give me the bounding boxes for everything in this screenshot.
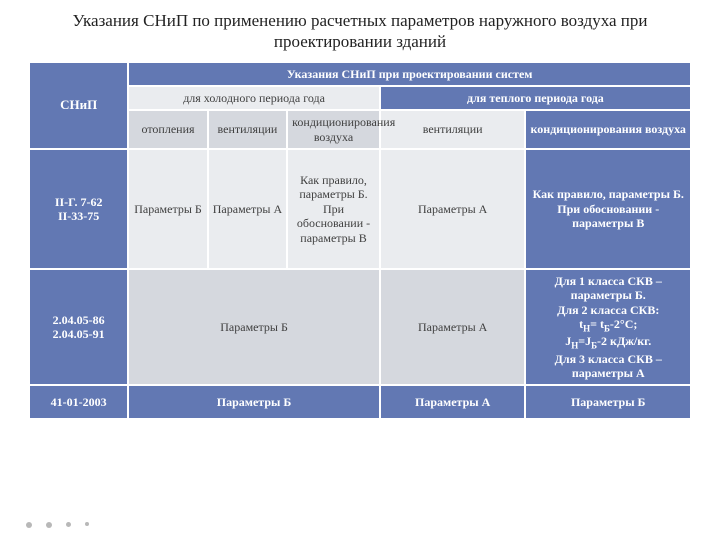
slide-container: Указания СНиП по применению расчетных па…: [0, 0, 720, 440]
header-snip: СНиП: [29, 62, 128, 150]
row3-cold-merged: Параметры Б: [128, 385, 380, 419]
row2-warm-cond: Для 1 класса СКВ – параметры Б. Для 2 кл…: [525, 269, 691, 385]
snip-table: СНиП Указания СНиП при проектировании си…: [28, 61, 692, 421]
row1-cold-cond: Как правило, параметры Б.При обосновании…: [287, 149, 380, 269]
header-warm-period: для теплого периода года: [380, 86, 691, 110]
row2-warm-vent: Параметры А: [380, 269, 526, 385]
row1-cold-vent: Параметры А: [208, 149, 287, 269]
slide-title: Указания СНиП по применению расчетных па…: [28, 10, 692, 53]
row2-snip: 2.04.05-862.04.05-91: [29, 269, 128, 385]
row3-warm-vent: Параметры А: [380, 385, 526, 419]
header-top-group: Указания СНиП при проектировании систем: [128, 62, 691, 86]
header-cold-period: для холодного периода года: [128, 86, 380, 110]
row3-warm-cond: Параметры Б: [525, 385, 691, 419]
col-warm-cond: кондиционирования воздуха: [525, 110, 691, 149]
row1-cold-heating: Параметры Б: [128, 149, 207, 269]
row2-cold-merged: Параметры Б: [128, 269, 380, 385]
row1-warm-vent: Параметры А: [380, 149, 526, 269]
row3-snip: 41-01-2003: [29, 385, 128, 419]
col-warm-vent: вентиляции: [380, 110, 526, 149]
decor-dots: [26, 522, 89, 528]
col-heating: отопления: [128, 110, 207, 149]
row1-snip: II-Г. 7-62II-33-75: [29, 149, 128, 269]
row1-warm-cond: Как правило, параметры Б.При обосновании…: [525, 149, 691, 269]
col-cold-vent: вентиляции: [208, 110, 287, 149]
col-cold-cond: кондиционирования воздуха: [287, 110, 380, 149]
